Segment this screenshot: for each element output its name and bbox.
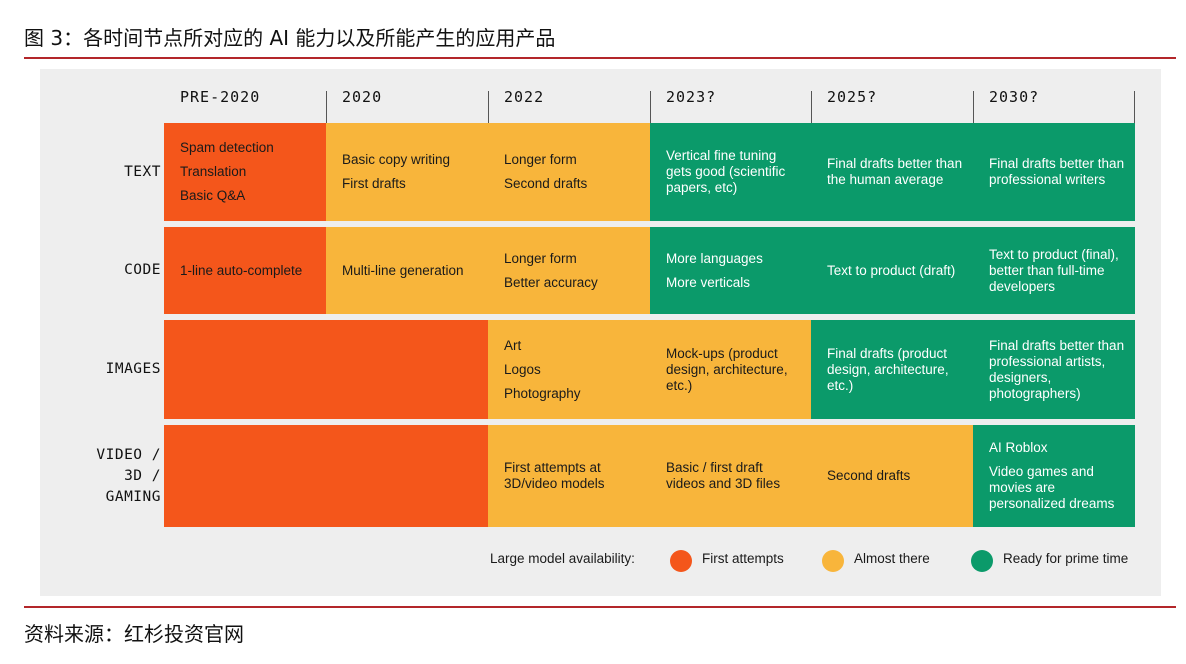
cell-code-pre-2020: 1-line auto-complete <box>164 227 326 314</box>
source-note: 资料来源：红杉投资官网 <box>24 622 244 646</box>
cell-text: Better accuracy <box>504 274 598 290</box>
cell-text-2020: Basic copy writing First drafts <box>326 123 488 221</box>
cell-text-2025: Final drafts better than the human avera… <box>811 123 973 221</box>
cell-text: Spam detection <box>180 140 274 155</box>
figure-title: 图 3：各时间节点所对应的 AI 能力以及所能产生的应用产品 <box>24 26 556 50</box>
cell-images-2020 <box>326 320 488 419</box>
column-divider <box>650 91 651 125</box>
cell-text: Translation <box>180 164 247 179</box>
legend-dot-first-attempts <box>670 550 692 572</box>
cell-text: Basic / first draft videos and 3D files <box>666 460 781 491</box>
source-rule <box>24 606 1176 608</box>
column-divider <box>1134 91 1135 125</box>
cell-text: Text to product (draft) <box>827 262 956 278</box>
cell-video-3d-gaming-2030: AI Roblox Video games and movies are pers… <box>973 425 1135 527</box>
cell-text: Longer form <box>504 250 577 266</box>
cell-text: Mock-ups (product design, architecture, … <box>666 345 788 393</box>
cell-images-pre-2020 <box>164 320 326 419</box>
cell-text: Video games and movies are personalized … <box>989 464 1115 511</box>
legend-dot-ready <box>971 550 993 572</box>
cell-text: Final drafts better than the human avera… <box>827 156 963 187</box>
column-header-2025: 2025? <box>827 88 878 106</box>
cell-text: Second drafts <box>827 468 911 483</box>
cell-code-2020: Multi-line generation <box>326 227 488 314</box>
cell-text: Final drafts better than professional ar… <box>989 337 1125 401</box>
cell-code-2022: Longer form Better accuracy <box>488 227 650 314</box>
cell-video-3d-gaming-2020 <box>326 425 488 527</box>
cell-code-2023: More languages More verticals <box>650 227 812 314</box>
cell-video-3d-gaming-2025: Second drafts <box>811 425 973 527</box>
cell-text: Art <box>504 337 522 353</box>
cell-text-2022: Longer form Second drafts <box>488 123 650 221</box>
cell-text: 1-line auto-complete <box>180 262 303 278</box>
cell-text-2023: Vertical fine tuning gets good (scientif… <box>650 123 812 221</box>
column-divider <box>326 91 327 125</box>
cell-video-3d-gaming-2022: First attempts at 3D/video models <box>488 425 650 527</box>
column-header-2023: 2023? <box>666 88 717 106</box>
cell-text-2030: Final drafts better than professional wr… <box>973 123 1135 221</box>
legend-label-ready: Ready for prime time <box>1003 551 1129 566</box>
cell-text: Basic copy writing <box>342 152 451 167</box>
cell-text: AI Roblox <box>989 440 1048 455</box>
column-header-pre-2020: PRE-2020 <box>180 88 261 106</box>
column-divider <box>488 91 489 125</box>
cell-images-2022: Art Logos Photography <box>488 320 650 419</box>
column-divider <box>811 91 812 125</box>
cell-code-2025: Text to product (draft) <box>811 227 973 314</box>
column-header-2030: 2030? <box>989 88 1040 106</box>
title-rule <box>24 57 1176 59</box>
cell-text: Final drafts better than professional wr… <box>989 156 1125 187</box>
row-label-text: TEXT <box>124 163 161 180</box>
cell-text: Photography <box>504 385 581 401</box>
legend-label-first-attempts: First attempts <box>702 551 784 566</box>
cell-text: Multi-line generation <box>342 262 464 278</box>
legend-title: Large model availability: <box>490 551 635 566</box>
cell-video-3d-gaming-pre-2020 <box>164 425 326 527</box>
cell-text: Final drafts (product design, architectu… <box>827 345 949 393</box>
cell-text: More verticals <box>666 274 751 290</box>
column-divider <box>973 91 974 125</box>
cell-text: Vertical fine tuning gets good (scientif… <box>666 148 786 195</box>
cell-images-2023: Mock-ups (product design, architecture, … <box>650 320 812 419</box>
roadmap-panel: Large model availability: First attempts… <box>40 69 1161 596</box>
cell-text: Longer form <box>504 152 577 167</box>
cell-text: Text to product (final), better than ful… <box>989 246 1119 294</box>
row-label-code: CODE <box>124 262 161 278</box>
cell-images-2030: Final drafts better than professional ar… <box>973 320 1135 419</box>
cell-text: First attempts at 3D/video models <box>504 460 605 491</box>
row-label-video-3d-gaming: VIDEO / 3D / GAMING <box>96 446 161 505</box>
cell-code-2030: Text to product (final), better than ful… <box>973 227 1135 314</box>
legend-dot-almost-there <box>822 550 844 572</box>
cell-text: Second drafts <box>504 176 588 191</box>
cell-images-2025: Final drafts (product design, architectu… <box>811 320 973 419</box>
cell-text: Logos <box>504 361 541 377</box>
column-header-2022: 2022 <box>504 88 545 106</box>
cell-text: First drafts <box>342 176 406 191</box>
cell-text-pre-2020: Spam detection Translation Basic Q&A <box>164 123 326 221</box>
column-header-2020: 2020 <box>342 88 383 106</box>
cell-text: More languages <box>666 250 763 266</box>
cell-text: Basic Q&A <box>180 188 246 203</box>
legend-label-almost-there: Almost there <box>854 551 930 566</box>
cell-video-3d-gaming-2023: Basic / first draft videos and 3D files <box>650 425 812 527</box>
row-label-images: IMAGES <box>105 361 161 377</box>
